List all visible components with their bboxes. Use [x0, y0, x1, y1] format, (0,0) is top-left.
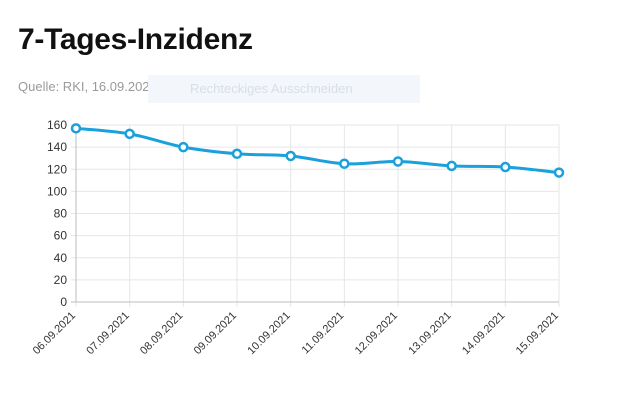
x-tick-label: 09.09.2021 — [192, 310, 239, 357]
axes — [71, 125, 559, 303]
source-note: Quelle: RKI, 16.09.2021 — [18, 79, 157, 94]
x-tick-label: 11.09.2021 — [300, 310, 347, 357]
y-tick-label: 160 — [47, 118, 67, 132]
x-tick-label: 14.09.2021 — [460, 310, 507, 357]
y-tick-label: 120 — [47, 162, 67, 176]
chart-title: 7-Tages-Inzidenz — [18, 23, 253, 56]
data-point[interactable] — [392, 156, 404, 167]
data-point[interactable] — [553, 167, 565, 178]
data-point[interactable] — [124, 128, 135, 140]
x-tick-label: 10.09.2021 — [245, 310, 292, 357]
x-axis-ticks: 06.09.2021 07.09.2021 08.09.2021 09.09.2021… — [31, 310, 561, 357]
y-tick-label: 140 — [47, 140, 67, 154]
data-point[interactable] — [231, 148, 243, 160]
x-tick-label: 06.09.2021 — [31, 310, 78, 357]
y-tick-label: 80 — [54, 207, 68, 221]
x-tick-label: 07.09.2021 — [84, 310, 131, 357]
x-tick-label: 08.09.2021 — [138, 310, 185, 357]
data-point[interactable] — [500, 161, 511, 173]
data-point[interactable] — [178, 141, 189, 153]
series-line — [75, 126, 560, 175]
y-tick-label: 40 — [54, 251, 68, 265]
x-tick-label: 15.09.2021 — [514, 310, 561, 357]
data-point[interactable] — [339, 158, 350, 169]
data-point[interactable] — [70, 123, 82, 134]
y-axis-ticks: 0 20 40 60 80 100 120 140 160 — [47, 118, 67, 309]
y-tick-label: 100 — [47, 184, 67, 198]
x-tick-label: 12.09.2021 — [353, 310, 400, 357]
series-incidence — [70, 123, 565, 178]
y-tick-label: 20 — [54, 273, 68, 287]
snip-tooltip: Rechteckiges Ausschneiden — [148, 75, 420, 103]
y-tick-label: 0 — [60, 295, 67, 309]
y-tick-label: 60 — [54, 229, 68, 243]
grid-lines — [71, 124, 560, 307]
x-tick-label: 13.09.2021 — [406, 310, 453, 357]
data-point[interactable] — [285, 150, 296, 162]
data-point[interactable] — [446, 160, 457, 172]
